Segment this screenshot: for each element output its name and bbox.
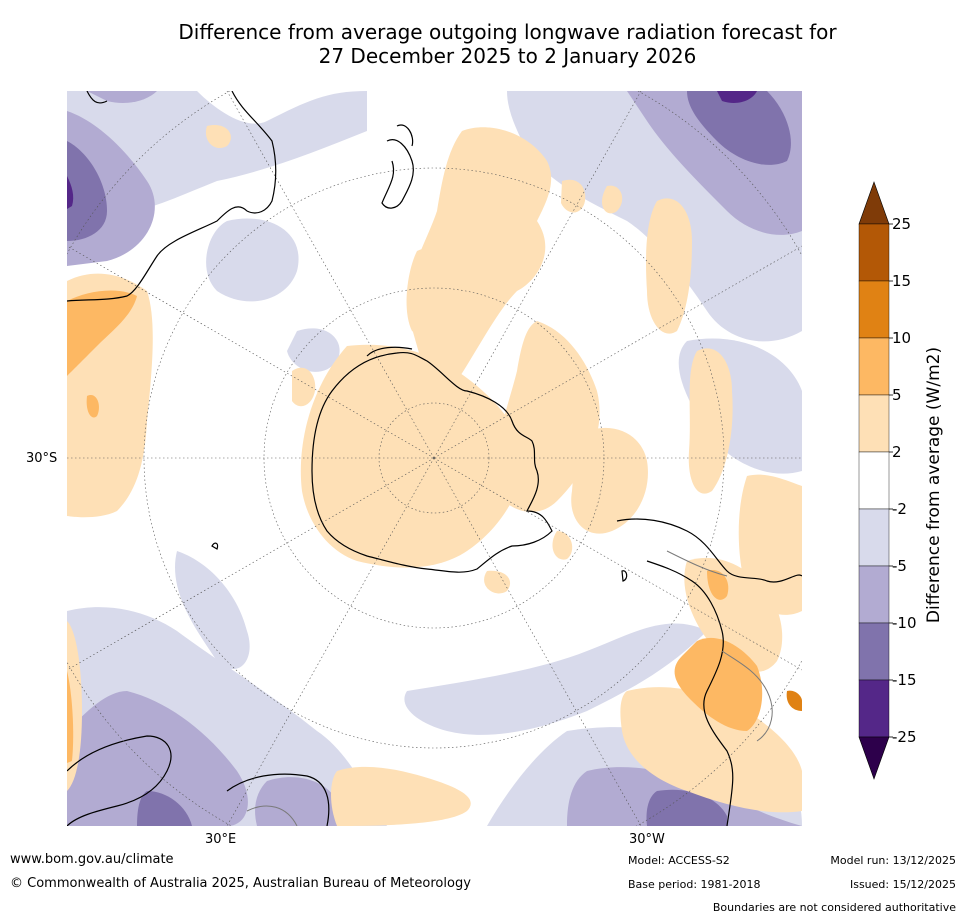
colorbar-band-bneg25_neg15 — [858, 679, 890, 738]
colorbar-tick-label: 10 — [892, 329, 911, 347]
colorbar-band-bneg10_neg5 — [858, 565, 890, 624]
colorbar-tick-label: 5 — [892, 386, 902, 404]
model-run-text: Model run: 13/12/2025 — [830, 854, 956, 867]
orange-regions — [786, 690, 802, 711]
colorbar-tick-label: -5 — [892, 557, 907, 575]
colorbar-band-bneg2_2 — [858, 451, 890, 510]
colorbar-bands — [858, 181, 890, 780]
colorbar-band-bneg5_neg2 — [858, 508, 890, 567]
darkest-purple-regions — [67, 91, 757, 209]
colorbar-band-b2_5 — [858, 394, 890, 453]
disclaimer-text: Boundaries are not considered authoritat… — [712, 901, 956, 914]
colorbar-band-b15_25 — [858, 223, 890, 282]
colorbar-under-arrow — [858, 736, 890, 780]
colorbar-tick-label: 2 — [892, 443, 902, 461]
colorbar-band-b5_10 — [858, 337, 890, 396]
latitude-label: 30°S — [26, 451, 58, 466]
country-borders — [246, 550, 773, 826]
colorbar-tick-label: -25 — [892, 728, 917, 746]
map-title: Difference from average outgoing longwav… — [60, 20, 955, 68]
title-line-2: 27 December 2025 to 2 January 2026 — [318, 44, 697, 68]
model-text: Model: ACCESS-S2 — [628, 854, 730, 867]
colorbar-tick-label: -15 — [892, 671, 917, 689]
colorbar-band-b10_15 — [858, 280, 890, 339]
graticule — [67, 91, 802, 826]
medium-orange-regions — [67, 290, 763, 763]
colorbar-tick-label: 25 — [892, 215, 911, 233]
title-line-1: Difference from average outgoing longwav… — [178, 20, 837, 44]
website-link[interactable]: www.bom.gov.au/climate — [10, 852, 174, 867]
coastlines — [67, 91, 802, 826]
colorbar-tick-label: -2 — [892, 500, 907, 518]
longitude-label-right: 30°W — [629, 832, 665, 847]
copyright-text: © Commonwealth of Australia 2025, Austra… — [10, 876, 471, 891]
colorbar: 25 15 10 5 2 -2 -5 -10 -15 -25 — [858, 181, 917, 780]
colorbar-title: Difference from average (W/m2) — [924, 346, 944, 624]
deep-purple-regions — [67, 91, 791, 826]
colorbar-tick-label: 15 — [892, 272, 911, 290]
colorbar-tick-label: -10 — [892, 614, 917, 632]
colorbar-band-bneg15_neg10 — [858, 622, 890, 681]
issued-text: Issued: 15/12/2025 — [849, 878, 956, 891]
polar-map — [67, 91, 802, 826]
longitude-label-left: 30°E — [205, 832, 237, 847]
base-period-text: Base period: 1981-2018 — [628, 878, 761, 891]
light-orange-regions — [67, 125, 802, 826]
colorbar-over-arrow — [858, 181, 890, 225]
colorbar-ticks: 25 15 10 5 2 -2 -5 -10 -15 -25 — [889, 215, 917, 746]
